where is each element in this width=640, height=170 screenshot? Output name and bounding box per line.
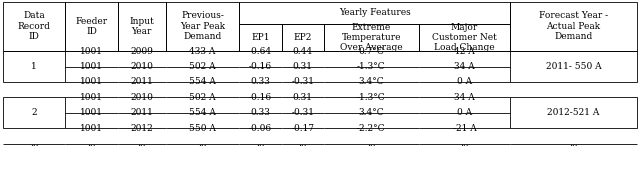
Text: 1001: 1001 <box>80 124 103 133</box>
Text: Forecast Year -
Actual Peak
Demand: Forecast Year - Actual Peak Demand <box>539 12 608 41</box>
Bar <box>419 24 510 51</box>
Text: 2011: 2011 <box>131 108 153 117</box>
Text: ...: ... <box>569 139 578 148</box>
Text: Input
Year: Input Year <box>129 17 154 36</box>
Bar <box>282 24 324 51</box>
Text: -0.17: -0.17 <box>291 124 314 133</box>
Text: -0.16: -0.16 <box>249 93 272 102</box>
Text: 2012: 2012 <box>131 124 153 133</box>
Text: 554 A: 554 A <box>189 77 216 86</box>
Text: -2.2°C: -2.2°C <box>357 124 385 133</box>
Text: 2011: 2011 <box>131 77 153 86</box>
Text: 433 A: 433 A <box>189 47 216 56</box>
Text: -0.06: -0.06 <box>249 124 272 133</box>
Bar <box>3 97 65 128</box>
Text: Yearly Features: Yearly Features <box>339 8 411 17</box>
Text: -0.64: -0.64 <box>249 47 272 56</box>
Bar <box>3 2 65 51</box>
Text: -1.3°C: -1.3°C <box>357 62 386 71</box>
Text: 1001: 1001 <box>80 93 103 102</box>
Text: EP1: EP1 <box>252 33 270 42</box>
Text: EP2: EP2 <box>294 33 312 42</box>
Text: 3.4°C: 3.4°C <box>358 108 384 117</box>
Text: ...: ... <box>460 139 469 148</box>
Text: 0 A: 0 A <box>457 108 472 117</box>
Bar <box>510 2 637 51</box>
Text: 502 A: 502 A <box>189 62 216 71</box>
Text: ...: ... <box>198 139 207 148</box>
Text: 1001: 1001 <box>80 62 103 71</box>
Text: 0.7°C: 0.7°C <box>358 47 384 56</box>
Text: 1001: 1001 <box>80 77 103 86</box>
Text: 2: 2 <box>31 108 37 117</box>
Text: 34 A: 34 A <box>454 62 475 71</box>
Bar <box>3 51 65 82</box>
Text: ...: ... <box>30 139 38 148</box>
Text: ...: ... <box>256 139 265 148</box>
Text: 2010: 2010 <box>131 62 153 71</box>
Text: -0.16: -0.16 <box>249 62 272 71</box>
Text: Feeder
ID: Feeder ID <box>76 17 108 36</box>
Text: 42 A: 42 A <box>454 47 475 56</box>
Bar <box>510 97 637 128</box>
Text: 1001: 1001 <box>80 47 103 56</box>
Text: -0.31: -0.31 <box>291 77 314 86</box>
Bar <box>324 24 419 51</box>
Bar <box>166 2 239 51</box>
Text: 0.31: 0.31 <box>292 62 313 71</box>
Text: 2011- 550 A: 2011- 550 A <box>546 62 602 71</box>
Text: Previous-
Year Peak
Demand: Previous- Year Peak Demand <box>180 12 225 41</box>
Text: ...: ... <box>87 139 96 148</box>
Text: ...: ... <box>367 139 376 148</box>
Text: 0 A: 0 A <box>457 77 472 86</box>
Text: 554 A: 554 A <box>189 108 216 117</box>
Text: 2010: 2010 <box>131 93 153 102</box>
Text: Data
Record
ID: Data Record ID <box>18 12 51 41</box>
Bar <box>239 24 282 51</box>
Text: 2009: 2009 <box>131 47 153 56</box>
Text: -1.3°C: -1.3°C <box>357 93 386 102</box>
Text: 502 A: 502 A <box>189 93 216 102</box>
Text: 0.31: 0.31 <box>292 93 313 102</box>
Text: 550 A: 550 A <box>189 124 216 133</box>
Text: Major
Customer Net
Load Change: Major Customer Net Load Change <box>432 23 497 52</box>
Text: 0.33: 0.33 <box>251 77 271 86</box>
Bar <box>65 2 118 51</box>
Text: 0.44: 0.44 <box>292 47 313 56</box>
Text: 3.4°C: 3.4°C <box>358 77 384 86</box>
Text: 34 A: 34 A <box>454 93 475 102</box>
Text: 1: 1 <box>31 62 37 71</box>
Text: ...: ... <box>138 139 146 148</box>
Text: -0.31: -0.31 <box>291 108 314 117</box>
Text: 0.33: 0.33 <box>251 108 271 117</box>
Bar <box>239 2 510 24</box>
Bar <box>510 51 637 82</box>
Text: Extreme
Temperature
Over Average: Extreme Temperature Over Average <box>340 23 403 52</box>
Text: -21 A: -21 A <box>452 124 476 133</box>
Text: ...: ... <box>298 139 307 148</box>
Text: 2012-521 A: 2012-521 A <box>547 108 600 117</box>
Text: 1001: 1001 <box>80 108 103 117</box>
Bar <box>118 2 166 51</box>
